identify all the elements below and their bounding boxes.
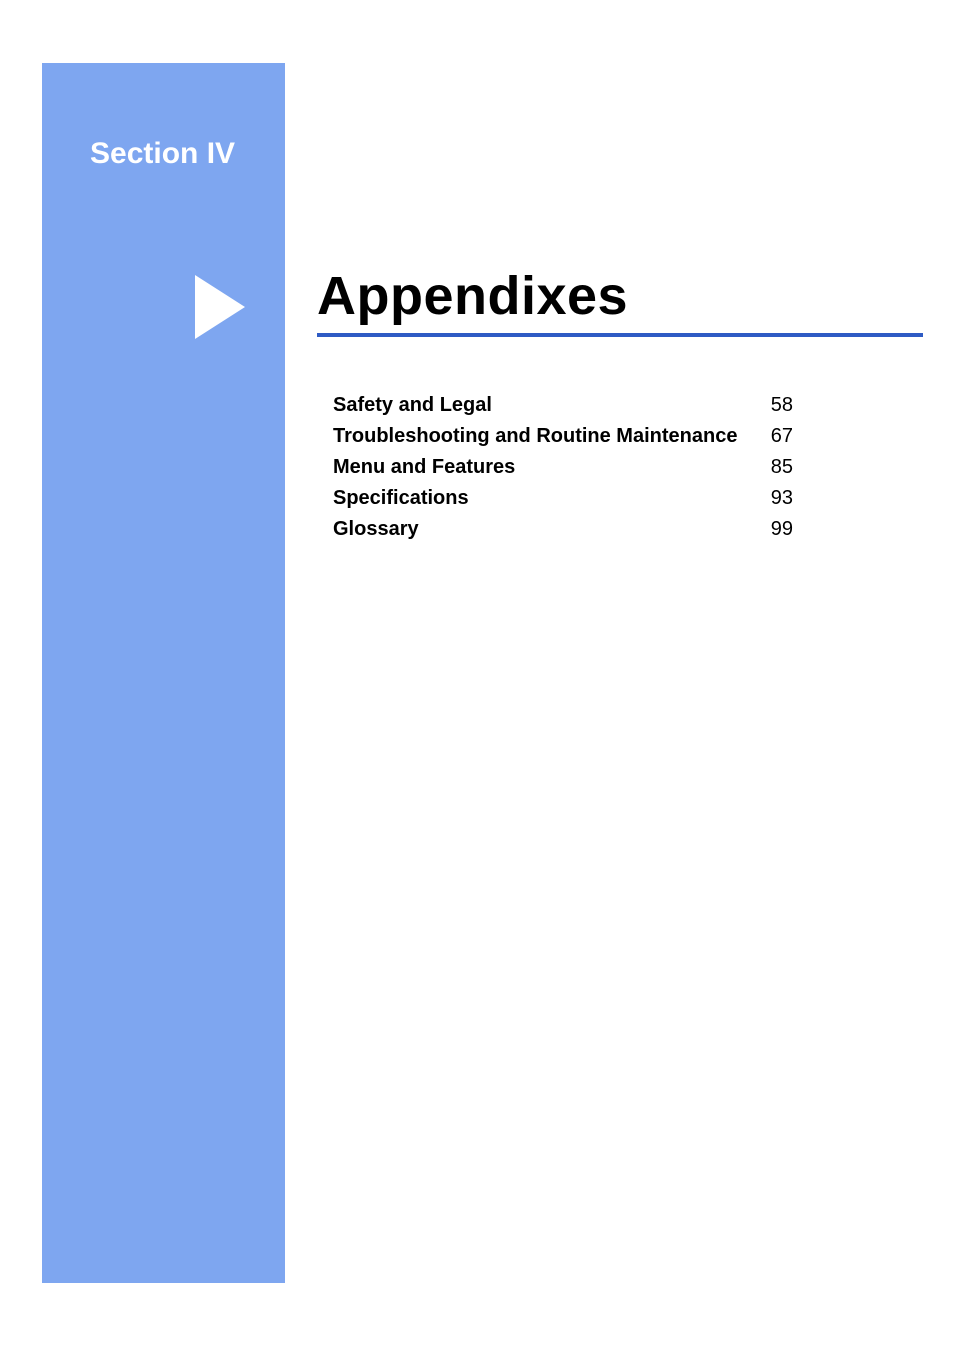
sidebar-block	[42, 63, 285, 1283]
toc-label: Specifications	[333, 483, 469, 514]
toc-row: Troubleshooting and Routine Maintenance …	[333, 421, 793, 452]
toc-page: 58	[753, 390, 793, 421]
toc-label: Safety and Legal	[333, 390, 492, 421]
toc-label: Menu and Features	[333, 452, 515, 483]
toc-page: 99	[753, 514, 793, 545]
toc-row: Specifications 93	[333, 483, 793, 514]
title-block: Appendixes	[317, 265, 923, 337]
toc-row: Safety and Legal 58	[333, 390, 793, 421]
toc-row: Glossary 99	[333, 514, 793, 545]
toc-label: Troubleshooting and Routine Maintenance	[333, 421, 737, 452]
toc-page: 67	[753, 421, 793, 452]
section-label: Section IV	[90, 137, 235, 171]
toc-page: 85	[753, 452, 793, 483]
page-title: Appendixes	[317, 265, 923, 327]
toc-row: Menu and Features 85	[333, 452, 793, 483]
toc-page: 93	[753, 483, 793, 514]
toc-list: Safety and Legal 58 Troubleshooting and …	[333, 390, 793, 545]
toc-label: Glossary	[333, 514, 419, 545]
play-triangle-icon	[195, 275, 245, 339]
title-underline	[317, 333, 923, 337]
